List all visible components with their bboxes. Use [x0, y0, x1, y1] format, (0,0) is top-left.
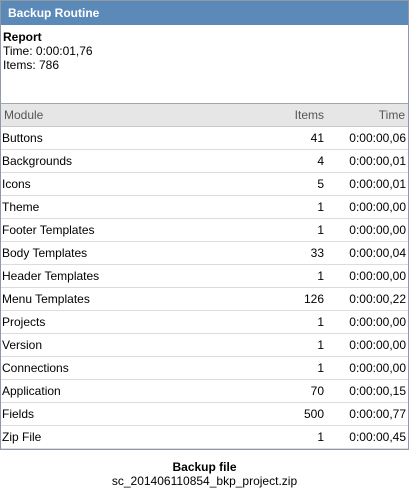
cell-items: 1 [254, 264, 324, 288]
cell-module: Application [1, 379, 254, 403]
cell-items: 1 [254, 425, 324, 449]
cell-module: Backgrounds [1, 149, 254, 173]
cell-items: 1 [254, 310, 324, 334]
cell-time: 0:00:00,00 [324, 264, 408, 288]
cell-module: Fields [1, 402, 254, 426]
backup-file-name: sc_201406110854_bkp_project.zip [111, 474, 298, 488]
cell-time: 0:00:00,15 [324, 379, 408, 403]
cell-time: 0:00:00,00 [324, 356, 408, 380]
report-summary: Report Time: 0:00:01,76 Items: 786 [1, 25, 408, 103]
cell-time: 0:00:00,22 [324, 287, 408, 311]
table-row: Backgrounds 4 0:00:00,01 [1, 149, 408, 173]
report-time: Time: 0:00:01,76 [3, 44, 93, 58]
cell-module: Footer Templates [1, 218, 254, 242]
cell-module: Version [1, 333, 254, 357]
cell-time: 0:00:00,01 [324, 149, 408, 173]
table-header-row: Module Items Time [1, 104, 408, 127]
backup-file-info: Backup file sc_201406110854_bkp_project.… [0, 460, 409, 488]
cell-module: Icons [1, 172, 254, 196]
cell-time: 0:00:00,45 [324, 425, 408, 449]
cell-module: Buttons [1, 126, 254, 150]
cell-items: 500 [254, 402, 324, 426]
cell-time: 0:00:00,00 [324, 195, 408, 219]
table-row: Version 1 0:00:00,00 [1, 333, 408, 357]
table-row: Icons 5 0:00:00,01 [1, 172, 408, 196]
cell-time: 0:00:00,06 [324, 126, 408, 150]
backup-file-label: Backup file [172, 460, 237, 474]
cell-items: 1 [254, 333, 324, 357]
cell-items: 70 [254, 379, 324, 403]
column-header-time: Time [324, 104, 408, 127]
table-row: Menu Templates 126 0:00:00,22 [1, 287, 408, 311]
cell-time: 0:00:00,01 [324, 172, 408, 196]
cell-items: 1 [254, 356, 324, 380]
cell-module: Header Templates [1, 264, 254, 288]
column-header-items: Items [254, 104, 324, 127]
cell-items: 4 [254, 149, 324, 173]
report-label: Report [3, 30, 42, 44]
cell-items: 5 [254, 172, 324, 196]
column-header-module: Module [1, 104, 254, 127]
cell-time: 0:00:00,00 [324, 310, 408, 334]
cell-module: Connections [1, 356, 254, 380]
cell-items: 33 [254, 241, 324, 265]
divider [1, 103, 408, 104]
table-row: Projects 1 0:00:00,00 [1, 310, 408, 334]
table-row: Connections 1 0:00:00,00 [1, 356, 408, 380]
panel-title: Backup Routine [1, 1, 408, 25]
cell-module: Theme [1, 195, 254, 219]
cell-time: 0:00:00,04 [324, 241, 408, 265]
table-row: Header Templates 1 0:00:00,00 [1, 264, 408, 288]
table-row: Application 70 0:00:00,15 [1, 379, 408, 403]
backup-routine-panel: Backup Routine Report Time: 0:00:01,76 I… [0, 0, 409, 450]
cell-time: 0:00:00,00 [324, 333, 408, 357]
cell-module: Projects [1, 310, 254, 334]
table-row: Buttons 41 0:00:00,06 [1, 126, 408, 150]
cell-module: Menu Templates [1, 287, 254, 311]
cell-module: Zip File [1, 425, 254, 449]
cell-items: 41 [254, 126, 324, 150]
table-row: Theme 1 0:00:00,00 [1, 195, 408, 219]
report-items: Items: 786 [3, 58, 60, 72]
cell-time: 0:00:00,77 [324, 402, 408, 426]
table-row: Footer Templates 1 0:00:00,00 [1, 218, 408, 242]
table-row: Fields 500 0:00:00,77 [1, 402, 408, 426]
cell-module: Body Templates [1, 241, 254, 265]
cell-items: 1 [254, 218, 324, 242]
table-row: Body Templates 33 0:00:00,04 [1, 241, 408, 265]
module-table: Module Items Time Buttons 41 0:00:00,06 Bac… [1, 104, 408, 449]
cell-items: 1 [254, 195, 324, 219]
cell-items: 126 [254, 287, 324, 311]
table-row: Zip File 1 0:00:00,45 [1, 425, 408, 449]
cell-time: 0:00:00,00 [324, 218, 408, 242]
